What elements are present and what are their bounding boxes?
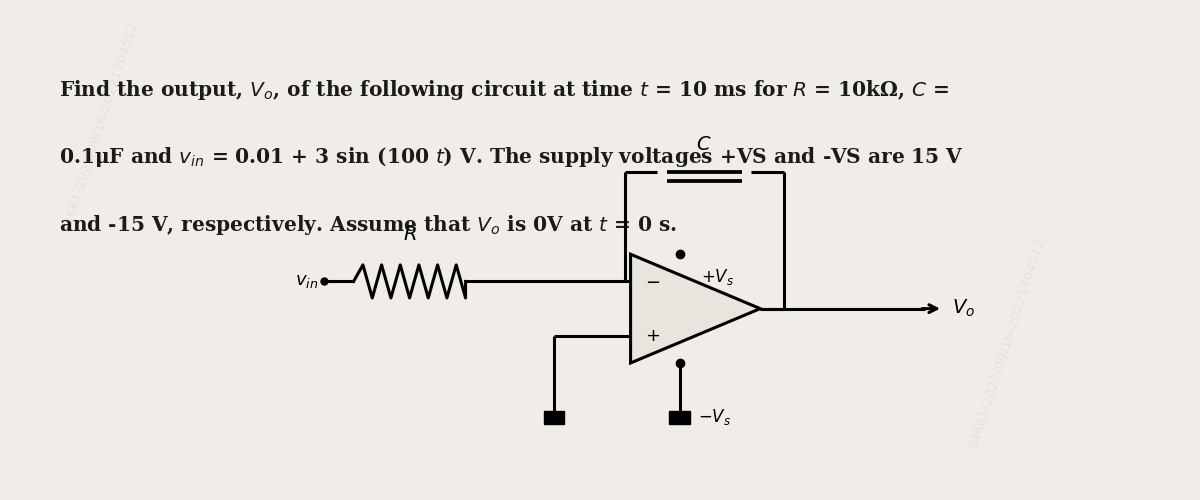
Text: $R$: $R$ — [403, 226, 416, 244]
Bar — [544, 411, 564, 424]
Text: 84661-2023/09/16-20221704512: 84661-2023/09/16-20221704512 — [966, 236, 1048, 451]
Polygon shape — [630, 254, 761, 363]
Bar — [670, 411, 690, 424]
Text: $C$: $C$ — [696, 136, 712, 154]
Text: $v_{in}$: $v_{in}$ — [295, 272, 318, 290]
Text: 0.1μF and $v_{in}$ = 0.01 + 3 sin (100 $t$) V. The supply voltages +VS and -VS a: 0.1μF and $v_{in}$ = 0.01 + 3 sin (100 $… — [59, 146, 964, 170]
Text: $+V_s$: $+V_s$ — [701, 268, 734, 287]
Text: Find the output, $V_o$, of the following circuit at time $t$ = 10 ms for $R$ = 1: Find the output, $V_o$, of the following… — [59, 78, 949, 102]
Text: $V_o$: $V_o$ — [953, 298, 976, 320]
Text: 84661-2023/09/16-20221704512: 84661-2023/09/16-20221704512 — [59, 19, 139, 234]
Text: $-$: $-$ — [644, 272, 660, 290]
Text: $+$: $+$ — [644, 327, 660, 345]
Text: $-V_s$: $-V_s$ — [697, 408, 731, 428]
Text: and -15 V, respectively. Assume that $V_o$ is 0V at $t$ = 0 s.: and -15 V, respectively. Assume that $V_… — [59, 213, 677, 237]
